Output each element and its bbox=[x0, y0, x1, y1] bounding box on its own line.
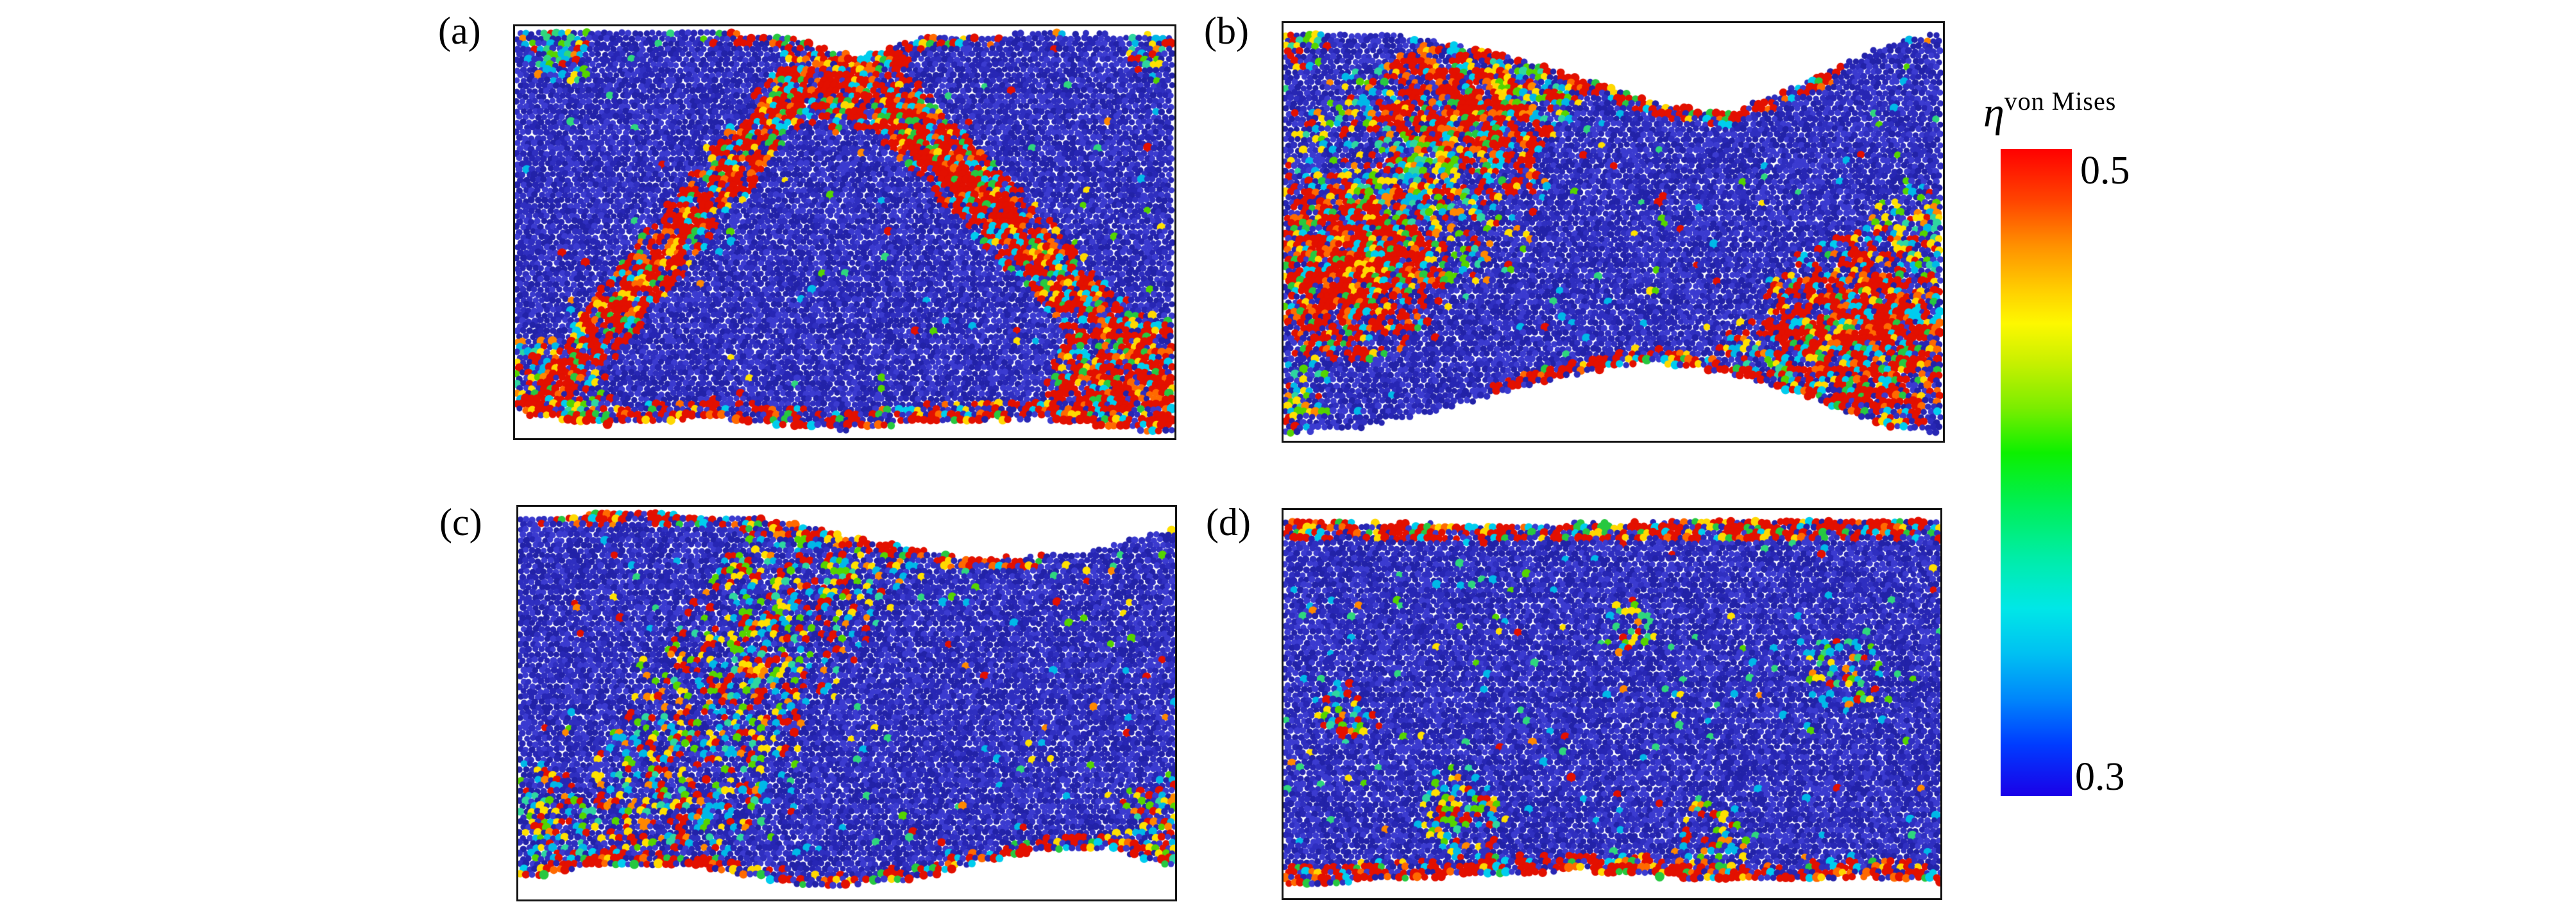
panel-c-label: (c) bbox=[439, 501, 482, 543]
eta-symbol: η bbox=[1983, 89, 2004, 136]
panel-c bbox=[516, 505, 1177, 901]
panel-d-label: (d) bbox=[1206, 501, 1251, 543]
panel-b bbox=[1282, 21, 1945, 443]
panel-b-particle-snapshot bbox=[1284, 23, 1943, 441]
panel-a-label: (a) bbox=[438, 10, 481, 52]
colorbar-title-superscript: von Mises bbox=[2004, 87, 2117, 115]
panel-d bbox=[1282, 508, 1942, 900]
panel-d-particle-snapshot bbox=[1284, 510, 1940, 898]
colorbar-title: ηvon Mises bbox=[1983, 87, 2116, 137]
panel-b-label: (b) bbox=[1204, 10, 1249, 52]
panel-a-particle-snapshot bbox=[515, 26, 1174, 438]
colorbar-tick-max: 0.5 bbox=[2080, 149, 2130, 192]
panel-a bbox=[513, 24, 1176, 440]
colorbar-gradient bbox=[2001, 149, 2072, 796]
colorbar-tick-min: 0.3 bbox=[2075, 755, 2125, 799]
panel-c-particle-snapshot bbox=[518, 507, 1175, 899]
